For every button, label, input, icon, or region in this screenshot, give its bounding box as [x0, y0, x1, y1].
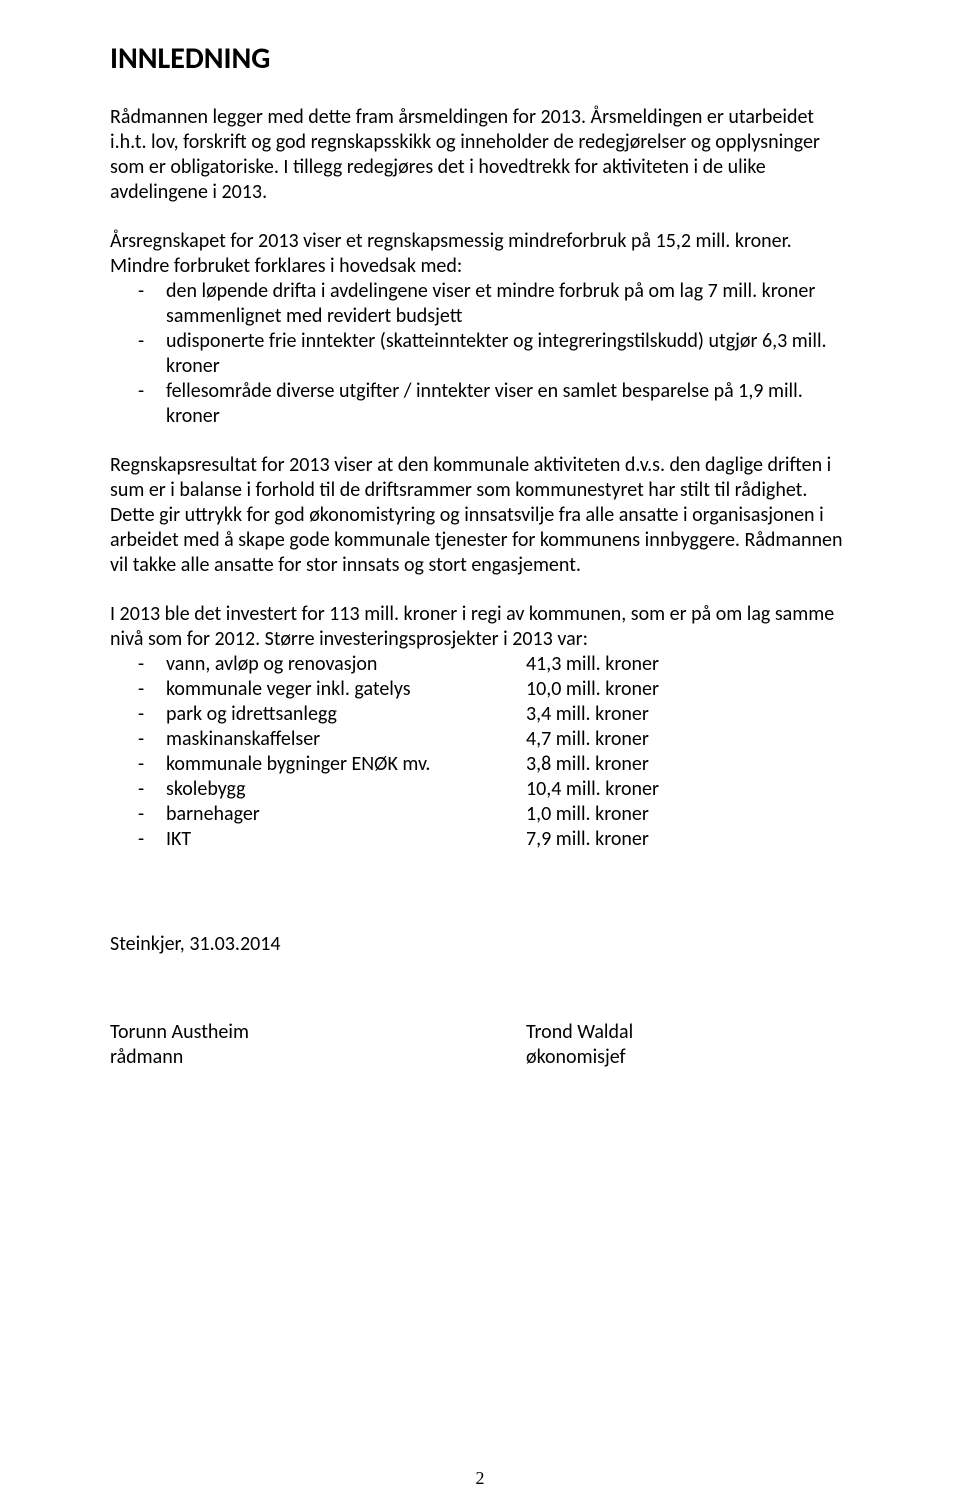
- invest-label: IKT: [166, 827, 526, 852]
- signatory-right-name: Trond Waldal: [526, 1020, 850, 1045]
- invest-value: 10,0 mill. kroner: [526, 677, 850, 702]
- mindreforbruk-section: Årsregnskapet for 2013 viser et regnskap…: [110, 229, 850, 429]
- investments-lead: I 2013 ble det investert for 113 mill. k…: [110, 602, 850, 652]
- signatory-left-title: rådmann: [110, 1045, 526, 1070]
- signature-names-row: Torunn Austheim Trond Waldal: [110, 1020, 850, 1045]
- list-item: barnehager 1,0 mill. kroner: [110, 802, 850, 827]
- signatory-left-name: Torunn Austheim: [110, 1020, 526, 1045]
- invest-value: 41,3 mill. kroner: [526, 652, 850, 677]
- result-paragraph: Regnskapsresultat for 2013 viser at den …: [110, 453, 850, 578]
- list-item: vann, avløp og renovasjon 41,3 mill. kro…: [110, 652, 850, 677]
- mindreforbruk-list: den løpende drifta i avdelingene viser e…: [110, 279, 850, 429]
- list-item: skolebygg 10,4 mill. kroner: [110, 777, 850, 802]
- signature-block: Steinkjer, 31.03.2014 Torunn Austheim Tr…: [110, 932, 850, 1070]
- list-item: kommunale veger inkl. gatelys 10,0 mill.…: [110, 677, 850, 702]
- investments-list: vann, avløp og renovasjon 41,3 mill. kro…: [110, 652, 850, 852]
- invest-value: 4,7 mill. kroner: [526, 727, 850, 752]
- invest-label: maskinanskaffelser: [166, 727, 526, 752]
- page-title: INNLEDNING: [110, 40, 850, 77]
- invest-label: park og idrettsanlegg: [166, 702, 526, 727]
- invest-value: 3,8 mill. kroner: [526, 752, 850, 777]
- list-item: park og idrettsanlegg 3,4 mill. kroner: [110, 702, 850, 727]
- mindreforbruk-lead: Årsregnskapet for 2013 viser et regnskap…: [110, 229, 850, 279]
- invest-label: kommunale veger inkl. gatelys: [166, 677, 526, 702]
- invest-label: barnehager: [166, 802, 526, 827]
- list-item: kommunale bygninger ENØK mv. 3,8 mill. k…: [110, 752, 850, 777]
- invest-value: 3,4 mill. kroner: [526, 702, 850, 727]
- invest-label: vann, avløp og renovasjon: [166, 652, 526, 677]
- list-item: maskinanskaffelser 4,7 mill. kroner: [110, 727, 850, 752]
- document-page: INNLEDNING Rådmannen legger med dette fr…: [0, 0, 960, 1507]
- list-item: udisponerte frie inntekter (skatteinntek…: [110, 329, 850, 379]
- signature-titles-row: rådmann økonomisjef: [110, 1045, 850, 1070]
- invest-value: 7,9 mill. kroner: [526, 827, 850, 852]
- invest-label: kommunale bygninger ENØK mv.: [166, 752, 526, 777]
- invest-value: 10,4 mill. kroner: [526, 777, 850, 802]
- intro-paragraph: Rådmannen legger med dette fram årsmeldi…: [110, 105, 850, 205]
- list-item: fellesområde diverse utgifter / inntekte…: [110, 379, 850, 429]
- list-item: IKT 7,9 mill. kroner: [110, 827, 850, 852]
- page-number: 2: [0, 1468, 960, 1489]
- invest-label: skolebygg: [166, 777, 526, 802]
- investments-section: I 2013 ble det investert for 113 mill. k…: [110, 602, 850, 852]
- signatory-right-title: økonomisjef: [526, 1045, 850, 1070]
- invest-value: 1,0 mill. kroner: [526, 802, 850, 827]
- list-item: den løpende drifta i avdelingene viser e…: [110, 279, 850, 329]
- place-date: Steinkjer, 31.03.2014: [110, 932, 850, 956]
